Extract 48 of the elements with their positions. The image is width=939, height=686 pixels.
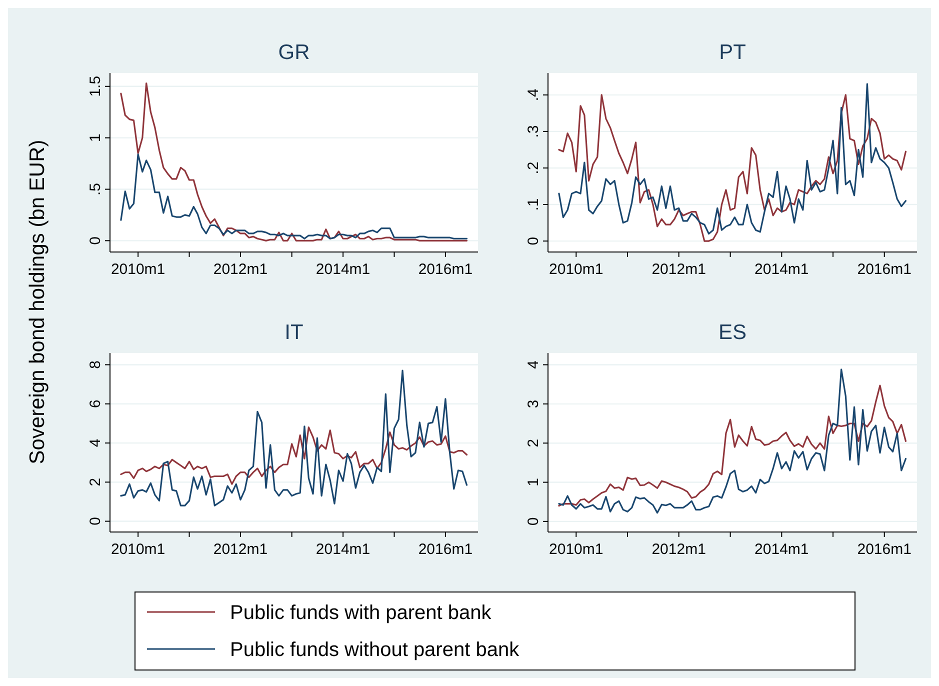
x-tick-label: 2016m1 [857,541,912,558]
x-tick-label: 2014m1 [316,261,370,278]
y-tick-label: 1.5 [87,76,104,97]
legend-label: Public funds with parent bank [230,602,492,624]
y-tick-label: 0 [525,517,542,526]
y-tick-label: .5 [87,182,104,196]
x-tick-label: 2012m1 [652,541,706,558]
x-tick-label: 2010m1 [110,541,166,558]
y-tick-label: .4 [525,88,542,102]
y-tick-label: .3 [525,125,542,138]
y-tick-label: 2 [87,478,104,486]
y-tick-label: 0 [87,517,104,526]
y-tick-label: 4 [525,360,542,369]
x-tick-label: 2014m1 [754,541,809,558]
chart-title: PT [719,41,746,64]
x-tick-label: 2010m1 [549,541,604,558]
y-tick-label: 8 [87,360,104,369]
x-tick-label: 2012m1 [213,261,268,278]
y-tick-label: 1 [87,134,104,142]
x-tick-label: 2014m1 [754,261,809,278]
legend-label: Public funds without parent bank [230,639,520,661]
x-tick-label: 2010m1 [110,261,166,278]
line-series [120,370,468,506]
chart-title: ES [718,321,747,344]
chart-title: GR [278,41,310,64]
x-tick-label: 2012m1 [213,541,268,558]
line-series [120,153,468,240]
line-series [120,82,468,242]
y-axis-title: Sovereign bond holdings (bn EUR) [26,140,49,464]
y-tick-label: 0 [525,236,542,246]
chart-title: IT [284,321,304,344]
y-tick-label: 4 [87,438,104,448]
x-tick-label: 2016m1 [418,541,473,558]
y-tick-label: 2 [525,438,542,448]
x-tick-label: 2014m1 [316,541,370,558]
y-tick-label: .2 [525,162,542,174]
y-tick-label: .1 [525,198,542,211]
y-tick-label: 0 [87,236,104,245]
y-tick-label: 6 [87,400,104,408]
x-tick-label: 2012m1 [652,261,706,278]
x-tick-label: 2010m1 [549,261,604,278]
line-series [558,384,907,507]
line-series [120,426,468,485]
y-tick-label: 1 [525,478,542,486]
x-tick-label: 2016m1 [418,261,473,278]
line-series [558,368,907,514]
y-tick-label: 3 [525,400,542,408]
x-tick-label: 2016m1 [857,261,912,278]
